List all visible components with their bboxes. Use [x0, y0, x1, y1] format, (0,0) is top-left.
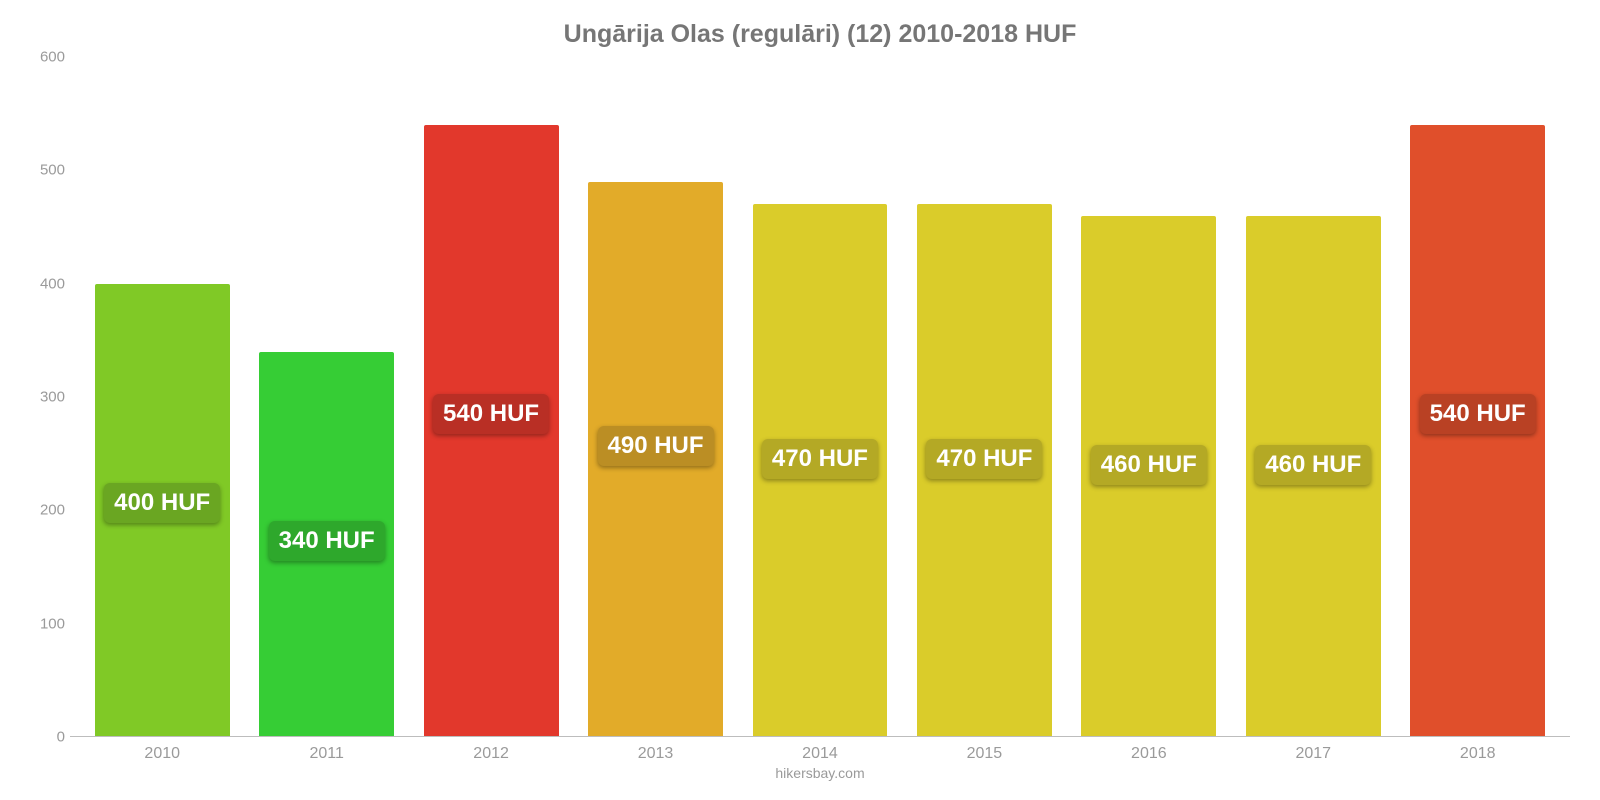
x-tick-label: 2014: [738, 745, 902, 763]
bar: 540 HUF: [1410, 125, 1545, 737]
x-axis-labels: 201020112012201320142015201620172018: [70, 737, 1570, 763]
x-axis-baseline: [70, 736, 1570, 737]
bar-slot: 470 HUF: [902, 57, 1066, 737]
bar: 470 HUF: [917, 204, 1052, 737]
bar-value-label: 490 HUF: [597, 426, 713, 466]
bar-slot: 400 HUF: [80, 57, 244, 737]
bar-chart: Ungārija Olas (regulāri) (12) 2010-2018 …: [0, 0, 1600, 800]
x-tick-label: 2018: [1396, 745, 1560, 763]
y-tick-label: 600: [20, 49, 65, 66]
bar-slot: 490 HUF: [573, 57, 737, 737]
bar-value-label: 540 HUF: [433, 394, 549, 434]
bar: 400 HUF: [95, 284, 230, 737]
bar: 460 HUF: [1081, 216, 1216, 737]
x-tick-label: 2013: [573, 745, 737, 763]
bar-slot: 540 HUF: [1396, 57, 1560, 737]
bar-slot: 470 HUF: [738, 57, 902, 737]
x-tick-label: 2010: [80, 745, 244, 763]
attribution-text: hikersbay.com: [70, 765, 1570, 781]
bar: 460 HUF: [1246, 216, 1381, 737]
x-tick-label: 2015: [902, 745, 1066, 763]
y-tick-label: 0: [20, 729, 65, 746]
bar-value-label: 340 HUF: [269, 521, 385, 561]
y-tick-label: 200: [20, 502, 65, 519]
bar-value-label: 540 HUF: [1420, 394, 1536, 434]
bars-container: 400 HUF 340 HUF 540 HUF 490 HUF 470 HUF 470 H…: [70, 57, 1570, 737]
y-axis-ticks: 0100200300400500600: [20, 57, 65, 737]
bar-slot: 460 HUF: [1067, 57, 1231, 737]
y-tick-label: 400: [20, 275, 65, 292]
y-tick-label: 300: [20, 389, 65, 406]
x-tick-label: 2017: [1231, 745, 1395, 763]
bar-value-label: 400 HUF: [104, 483, 220, 523]
bar: 490 HUF: [588, 182, 723, 737]
bar-slot: 340 HUF: [244, 57, 408, 737]
bar-value-label: 470 HUF: [762, 439, 878, 479]
bar-value-label: 460 HUF: [1255, 445, 1371, 485]
bar-value-label: 470 HUF: [926, 439, 1042, 479]
bar: 470 HUF: [753, 204, 888, 737]
chart-title: Ungārija Olas (regulāri) (12) 2010-2018 …: [70, 20, 1570, 49]
x-tick-label: 2016: [1067, 745, 1231, 763]
bar-slot: 460 HUF: [1231, 57, 1395, 737]
bar-value-label: 460 HUF: [1091, 445, 1207, 485]
x-tick-label: 2011: [244, 745, 408, 763]
bar: 340 HUF: [259, 352, 394, 737]
x-tick-label: 2012: [409, 745, 573, 763]
y-tick-label: 100: [20, 615, 65, 632]
bar: 540 HUF: [424, 125, 559, 737]
plot-area: 0100200300400500600 400 HUF340 HUF540 HU…: [70, 57, 1570, 737]
y-tick-label: 500: [20, 162, 65, 179]
bar-slot: 540 HUF: [409, 57, 573, 737]
